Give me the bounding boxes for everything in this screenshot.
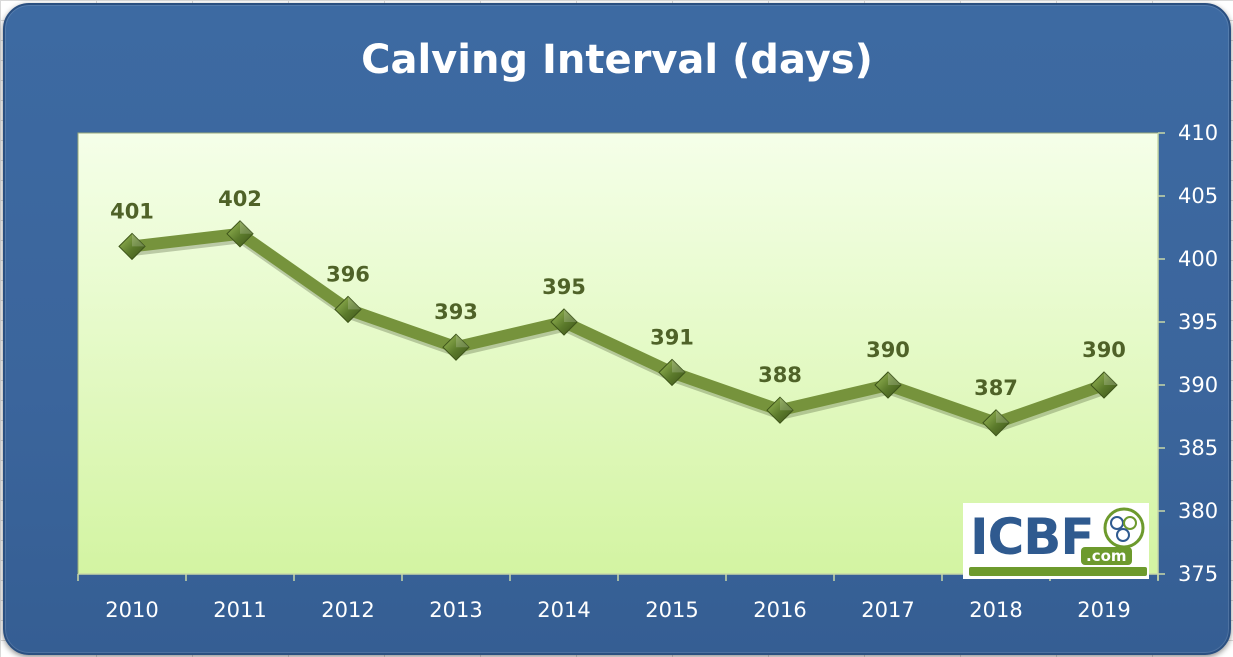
x-tick-label: 2014 [537, 598, 590, 622]
x-tick-label: 2019 [1077, 598, 1130, 622]
line-chart: 375 380 385 390 395 400 405 410 2010 2011 2012 2013… [77, 121, 1218, 622]
y-tick-label: 385 [1178, 436, 1218, 460]
data-point-marker[interactable] [658, 358, 686, 387]
data-label: 390 [866, 338, 910, 362]
data-label: 401 [110, 199, 154, 223]
data-point-highlight [456, 334, 469, 348]
y-tick-label: 400 [1178, 247, 1218, 271]
data-point-highlight [996, 409, 1009, 423]
y-tick-label: 375 [1178, 562, 1218, 586]
x-tick-label: 2017 [861, 598, 914, 622]
data-point-marker[interactable] [334, 295, 362, 324]
x-tick-label: 2010 [105, 598, 158, 622]
x-tick-label: 2012 [321, 598, 374, 622]
data-label: 387 [974, 376, 1018, 400]
logo-domain: .com [1081, 547, 1132, 565]
data-point-highlight [672, 359, 685, 373]
data-point-highlight [780, 397, 793, 411]
x-tick-label: 2016 [753, 598, 806, 622]
data-label: 390 [1082, 338, 1126, 362]
y-tick-label: 395 [1178, 310, 1218, 334]
data-point-highlight [888, 372, 901, 385]
data-point-marker[interactable] [874, 371, 902, 399]
y-tick-label: 410 [1178, 121, 1218, 145]
y-tick-label: 390 [1178, 373, 1218, 397]
data-label: 396 [326, 262, 370, 286]
data-point-marker[interactable] [226, 220, 254, 248]
y-tick-label: 380 [1178, 499, 1218, 523]
data-point-marker[interactable] [550, 308, 578, 336]
data-point-marker[interactable] [442, 333, 470, 361]
chart-title: Calving Interval (days) [361, 37, 873, 83]
data-label: 388 [758, 363, 802, 387]
x-tick-label: 2018 [969, 598, 1022, 622]
logo-wordmark: ICBF [970, 508, 1095, 566]
data-point-highlight [564, 309, 577, 322]
data-point-marker[interactable] [982, 409, 1010, 437]
data-point-marker[interactable] [766, 396, 794, 424]
data-point-highlight [240, 220, 253, 234]
x-tick-label: 2013 [429, 598, 482, 622]
cattle-emblem-icon [1103, 507, 1145, 549]
data-point-marker[interactable] [1090, 371, 1118, 399]
data-label: 395 [542, 275, 586, 299]
series-line [131, 227, 1106, 429]
data-point-marker[interactable] [118, 232, 146, 261]
data-label: 391 [650, 325, 694, 349]
x-tick-label: 2015 [645, 598, 698, 622]
logo-underline [969, 567, 1147, 576]
data-label: 402 [218, 187, 262, 211]
data-point-highlight [1104, 372, 1117, 385]
data-label: 393 [434, 300, 478, 324]
data-point-highlight [348, 296, 361, 310]
chart-frame[interactable]: Calving Interval (days) 375 380 385 390 395 4… [3, 3, 1231, 655]
data-point-highlight [132, 233, 145, 247]
y-tick-label: 405 [1178, 184, 1218, 208]
x-tick-label: 2011 [213, 598, 266, 622]
icbf-logo: ICBF .com [963, 503, 1149, 579]
